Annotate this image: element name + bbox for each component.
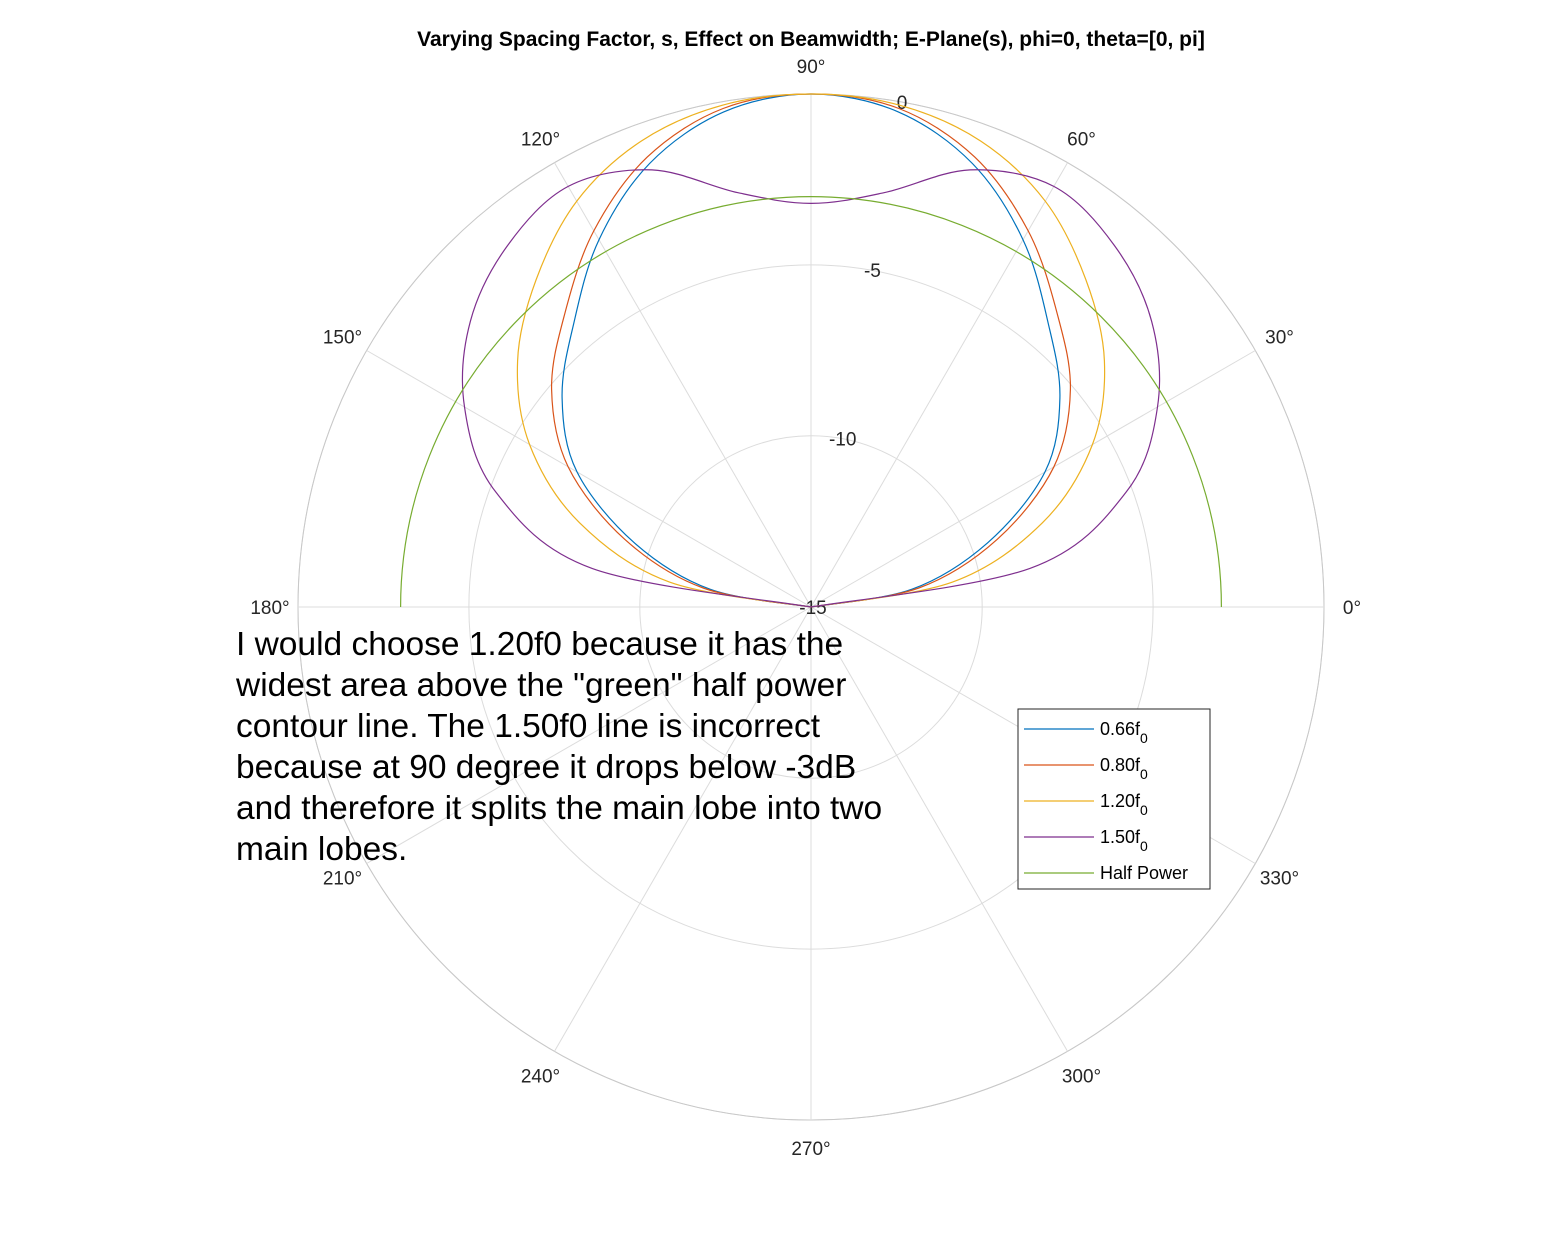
grid-spoke xyxy=(810,606,1068,1052)
angle-tick-label: 180° xyxy=(250,598,289,619)
radial-tick-label: -10 xyxy=(829,430,856,451)
angle-tick-label: 90° xyxy=(797,57,826,78)
annotation-line: because at 90 degree it drops below -3dB xyxy=(236,749,857,786)
annotation-line: main lobes. xyxy=(236,831,408,868)
angle-tick-label: 60° xyxy=(1067,130,1096,151)
angle-tick-label: 330° xyxy=(1260,869,1299,890)
legend-label: 0.80f0 xyxy=(1100,755,1148,782)
grid-spoke xyxy=(366,350,812,608)
radial-tick-labels: 0 -5 -10 -15 xyxy=(799,93,907,619)
angle-tick-label: 150° xyxy=(323,328,362,349)
angle-tick-label: 240° xyxy=(521,1067,560,1088)
angle-tick-label: 30° xyxy=(1265,328,1294,349)
grid-spoke xyxy=(810,162,1068,608)
annotation-line: widest area above the "green" half power xyxy=(236,667,847,704)
series-line xyxy=(400,196,1222,608)
radial-tick-label: 0 xyxy=(897,93,908,114)
radial-tick-label: -15 xyxy=(799,598,826,619)
legend-label: 1.20f0 xyxy=(1100,791,1148,818)
annotation-line: I would choose 1.20f0 because it has the xyxy=(236,626,844,663)
angle-tick-label: 120° xyxy=(521,130,560,151)
angle-tick-labels: 0° 30° 60° 90° 120° 150° 180° 210° 240° 270° 300° 3… xyxy=(250,57,1361,1160)
radial-tick-label: -5 xyxy=(864,261,881,282)
data-series xyxy=(400,93,1222,608)
grid-spoke xyxy=(810,350,1256,608)
legend-label: 0.66f0 xyxy=(1100,719,1148,746)
annotation-line: and therefore it splits the main lobe in… xyxy=(236,790,883,827)
grid-spoke xyxy=(554,606,812,1052)
series-line xyxy=(461,169,1161,608)
chart-title: Varying Spacing Factor, s, Effect on Bea… xyxy=(417,28,1205,51)
grid-spoke xyxy=(366,606,812,864)
legend: 0.66f0 0.80f0 1.20f0 1.50f0 Half Power xyxy=(1017,708,1211,890)
legend-label: Half Power xyxy=(1100,863,1188,883)
annotation-text: I would choose 1.20f0 because it has the… xyxy=(236,624,996,870)
grid-spoke xyxy=(554,162,812,608)
legend-box xyxy=(1017,708,1211,890)
annotation-line: contour line. The 1.50f0 line is incorre… xyxy=(236,708,821,745)
angle-tick-label: 210° xyxy=(323,869,362,890)
legend-label: 1.50f0 xyxy=(1100,827,1148,854)
angle-tick-label: 300° xyxy=(1062,1067,1101,1088)
angle-tick-label: 0° xyxy=(1343,598,1361,619)
angle-tick-label: 270° xyxy=(791,1139,830,1160)
polar-grid xyxy=(297,93,1325,1121)
series-line xyxy=(516,93,1106,608)
